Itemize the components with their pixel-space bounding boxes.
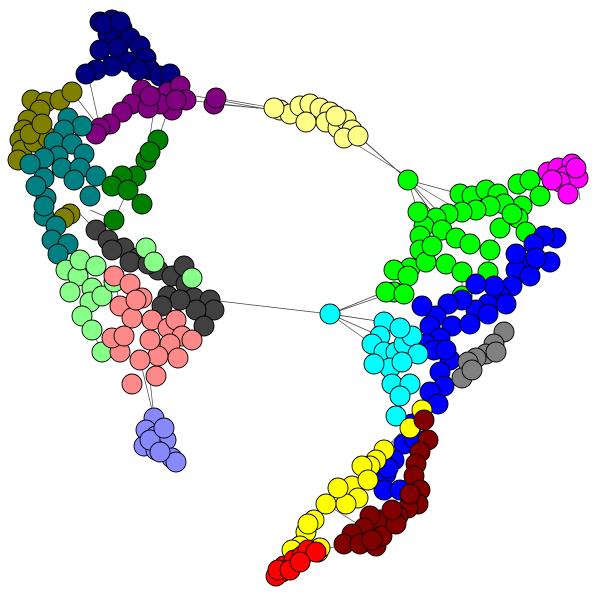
node-blue	[459, 313, 481, 335]
node-salmon	[181, 329, 203, 351]
node-teal	[63, 169, 85, 191]
node-gray	[461, 359, 483, 381]
node-magenta	[565, 157, 587, 179]
bridge-edge	[209, 299, 331, 315]
node-blue	[525, 247, 547, 269]
node-periwinkle	[149, 441, 171, 463]
node-green	[479, 239, 501, 261]
node-magenta	[557, 183, 579, 205]
bridge-edge	[357, 135, 409, 181]
node-purple	[205, 87, 227, 109]
node-navy	[127, 59, 149, 81]
node-light-yellow	[325, 105, 347, 127]
node-salmon	[139, 329, 161, 351]
node-green	[501, 203, 523, 225]
node-dark-gray	[193, 315, 215, 337]
node-light-green	[143, 251, 165, 273]
node-salmon	[113, 325, 135, 347]
node-dark-red	[381, 499, 403, 521]
node-cyan	[391, 351, 413, 373]
node-purple	[165, 89, 187, 111]
node-salmon	[121, 307, 143, 329]
node-blue	[505, 243, 527, 265]
node-magenta	[541, 169, 563, 191]
node-dark-gray	[169, 289, 191, 311]
node-teal	[19, 153, 41, 175]
node-green	[529, 185, 551, 207]
node-salmon	[145, 365, 167, 387]
node-salmon	[121, 373, 143, 395]
node-green	[451, 261, 473, 283]
node-red	[305, 541, 327, 563]
node-blue	[477, 303, 499, 325]
node-yellow	[357, 469, 379, 491]
node-light-green	[81, 319, 103, 341]
node-salmon	[167, 347, 189, 369]
node-dark-green	[103, 209, 125, 231]
node-green	[397, 169, 419, 191]
node-olive	[31, 113, 53, 135]
node-dark-green	[117, 179, 139, 201]
node-green	[397, 265, 419, 287]
node-dark-green	[131, 193, 153, 215]
node-dark-red	[399, 483, 421, 505]
node-green	[393, 283, 415, 305]
node-red	[289, 551, 311, 573]
node-green	[375, 281, 397, 303]
node-navy	[75, 63, 97, 85]
node-blue	[465, 273, 487, 295]
node-yellow	[315, 493, 337, 515]
node-dark-gray	[119, 251, 141, 273]
node-blue	[495, 293, 517, 315]
node-teal	[25, 175, 47, 197]
node-dark-green	[139, 141, 161, 163]
node-light-green	[59, 281, 81, 303]
node-periwinkle	[165, 451, 187, 473]
node-salmon	[125, 289, 147, 311]
node-cyan	[389, 317, 411, 339]
node-olive	[61, 81, 83, 103]
node-green	[519, 169, 541, 191]
node-green	[421, 235, 443, 257]
node-cyan	[389, 385, 411, 407]
node-light-yellow	[347, 125, 369, 147]
node-gray	[485, 341, 507, 363]
node-navy	[89, 39, 111, 61]
node-dark-gray	[101, 239, 123, 261]
node-salmon	[129, 349, 151, 371]
node-blue	[483, 275, 505, 297]
node-green	[459, 233, 481, 255]
node-periwinkle	[153, 417, 175, 439]
node-light-green	[181, 267, 203, 289]
node-light-green	[91, 285, 113, 307]
node-light-yellow	[295, 111, 317, 133]
node-blue	[435, 339, 457, 361]
node-blue	[411, 295, 433, 317]
node-green	[489, 217, 511, 239]
node-teal	[71, 115, 93, 137]
node-teal	[33, 195, 55, 217]
node-cyan	[319, 303, 341, 325]
node-light-yellow	[263, 97, 285, 119]
node-yellow	[327, 477, 349, 499]
node-yellow	[297, 513, 319, 535]
node-cyan	[385, 405, 407, 427]
node-light-green	[85, 255, 107, 277]
node-teal	[85, 165, 107, 187]
node-cyan	[363, 353, 385, 375]
nodes-layer	[7, 9, 589, 587]
node-purple	[139, 85, 161, 107]
node-dark-red	[413, 409, 435, 431]
node-blue	[519, 265, 541, 287]
node-green	[407, 201, 429, 223]
node-teal	[79, 185, 101, 207]
node-navy	[109, 11, 131, 33]
node-dark-red	[361, 529, 383, 551]
